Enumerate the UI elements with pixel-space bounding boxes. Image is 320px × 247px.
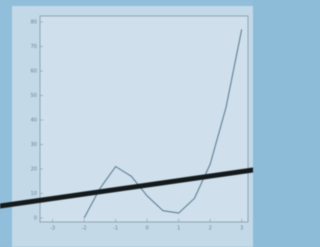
y-tick-label: 0 [34,216,37,222]
y-tick-label: 20 [31,167,37,173]
x-tick-label: 1 [177,226,180,232]
x-tick-label: -1 [113,226,118,232]
x-tick-label: 3 [240,226,243,232]
y-tick-label: 80 [31,20,37,26]
page: 01020304050607080-3-2-10123 (() => { con… [0,0,320,247]
y-tick-label: 70 [31,44,37,50]
y-tick-label: 30 [31,142,37,148]
x-tick-label: 2 [209,226,212,232]
plot-frame [40,16,248,222]
x-tick-label: -2 [82,226,87,232]
x-tick-label: 0 [146,226,149,232]
y-tick-label: 10 [31,191,37,197]
y-tick-label: 60 [31,69,37,75]
x-tick-label: -3 [50,226,55,232]
chart: 0 10 20 30 40 50 60 70 80 -3 -2 -1 0 1 2 3 [0,0,253,247]
y-tick-label: 50 [31,93,37,99]
y-tick-label: 40 [31,118,37,124]
